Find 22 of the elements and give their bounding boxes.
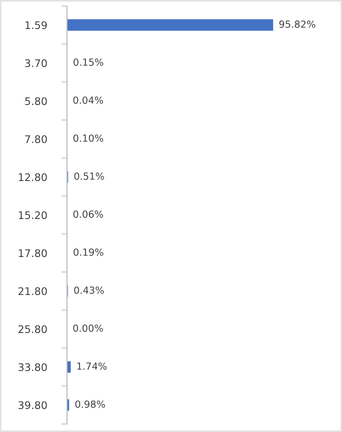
data-label: 0.04% [73,96,103,104]
data-label: 0.00% [73,324,103,332]
y-tick-label: 12.80 [18,173,47,182]
y-tick-label: 21.80 [18,287,47,296]
y-tick-label: 33.80 [18,363,47,372]
data-label: 0.19% [74,248,104,256]
data-label: 95.82% [279,20,316,28]
data-label: 0.06% [73,210,104,218]
data-label: 1.74% [77,362,107,370]
y-tick-label: 3.70 [25,59,47,68]
y-tick-label: 1.59 [26,21,47,30]
data-label: 0.15% [74,58,104,66]
y-tick-label: 17.80 [18,249,47,258]
y-tick-label: 25.80 [18,325,47,334]
data-label: 0.10% [73,134,104,142]
y-tick-label: 5.80 [25,97,47,106]
y-tick-label: 39.80 [18,401,47,410]
data-label: 0.43% [74,286,104,294]
data-label: 0.51% [74,172,104,180]
y-tick-label: 7.80 [25,135,47,144]
y-tick-label: 15.20 [18,211,47,220]
data-label: 0.98% [75,400,106,408]
